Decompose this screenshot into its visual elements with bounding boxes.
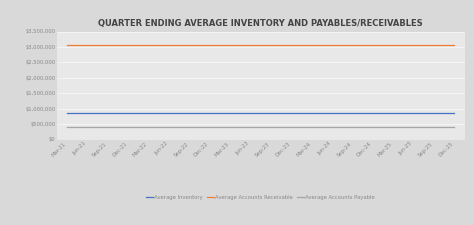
Average Accounts Receivable <box>431 44 437 47</box>
Average Accounts Payable <box>288 126 294 128</box>
Average Inventory <box>146 112 151 115</box>
Average Inventory <box>247 112 253 115</box>
Average Inventory <box>370 112 375 115</box>
Average Inventory <box>410 112 417 115</box>
Average Accounts Receivable <box>288 44 294 47</box>
Average Inventory <box>228 112 233 115</box>
Average Inventory <box>288 112 294 115</box>
Average Accounts Payable <box>125 126 131 128</box>
Average Inventory <box>207 112 212 115</box>
Average Inventory <box>431 112 437 115</box>
Average Accounts Payable <box>451 126 457 128</box>
Average Accounts Receivable <box>410 44 417 47</box>
Average Accounts Receivable <box>451 44 457 47</box>
Average Accounts Receivable <box>390 44 396 47</box>
Average Accounts Payable <box>329 126 335 128</box>
Average Accounts Receivable <box>370 44 375 47</box>
Average Accounts Payable <box>268 126 274 128</box>
Average Accounts Receivable <box>207 44 212 47</box>
Average Accounts Payable <box>146 126 151 128</box>
Average Accounts Receivable <box>329 44 335 47</box>
Average Accounts Receivable <box>186 44 192 47</box>
Average Inventory <box>166 112 172 115</box>
Average Inventory <box>125 112 131 115</box>
Average Accounts Payable <box>105 126 111 128</box>
Average Accounts Payable <box>370 126 375 128</box>
Average Accounts Payable <box>309 126 314 128</box>
Average Accounts Receivable <box>146 44 151 47</box>
Average Accounts Receivable <box>166 44 172 47</box>
Average Accounts Payable <box>410 126 417 128</box>
Title: QUARTER ENDING AVERAGE INVENTORY AND PAYABLES/RECEIVABLES: QUARTER ENDING AVERAGE INVENTORY AND PAY… <box>99 19 423 28</box>
Average Inventory <box>451 112 457 115</box>
Average Accounts Payable <box>349 126 356 128</box>
Average Inventory <box>84 112 90 115</box>
Average Accounts Receivable <box>105 44 111 47</box>
Average Accounts Payable <box>228 126 233 128</box>
Average Accounts Payable <box>247 126 253 128</box>
Average Inventory <box>309 112 314 115</box>
Average Inventory <box>329 112 335 115</box>
Average Accounts Payable <box>390 126 396 128</box>
Average Inventory <box>186 112 192 115</box>
Average Accounts Receivable <box>64 44 70 47</box>
Average Accounts Payable <box>186 126 192 128</box>
Average Inventory <box>105 112 111 115</box>
Average Accounts Receivable <box>228 44 233 47</box>
Average Accounts Receivable <box>247 44 253 47</box>
Average Accounts Payable <box>431 126 437 128</box>
Legend: Average Inventory, Average Accounts Receivable, Average Accounts Payable: Average Inventory, Average Accounts Rece… <box>144 192 377 202</box>
Average Accounts Receivable <box>84 44 90 47</box>
Average Accounts Payable <box>84 126 90 128</box>
Average Inventory <box>349 112 356 115</box>
Average Accounts Receivable <box>125 44 131 47</box>
Average Accounts Receivable <box>309 44 314 47</box>
Average Inventory <box>268 112 274 115</box>
Average Accounts Payable <box>64 126 70 128</box>
Average Accounts Payable <box>207 126 212 128</box>
Average Accounts Payable <box>166 126 172 128</box>
Average Inventory <box>390 112 396 115</box>
Average Accounts Receivable <box>268 44 274 47</box>
Average Inventory <box>64 112 70 115</box>
Average Accounts Receivable <box>349 44 356 47</box>
